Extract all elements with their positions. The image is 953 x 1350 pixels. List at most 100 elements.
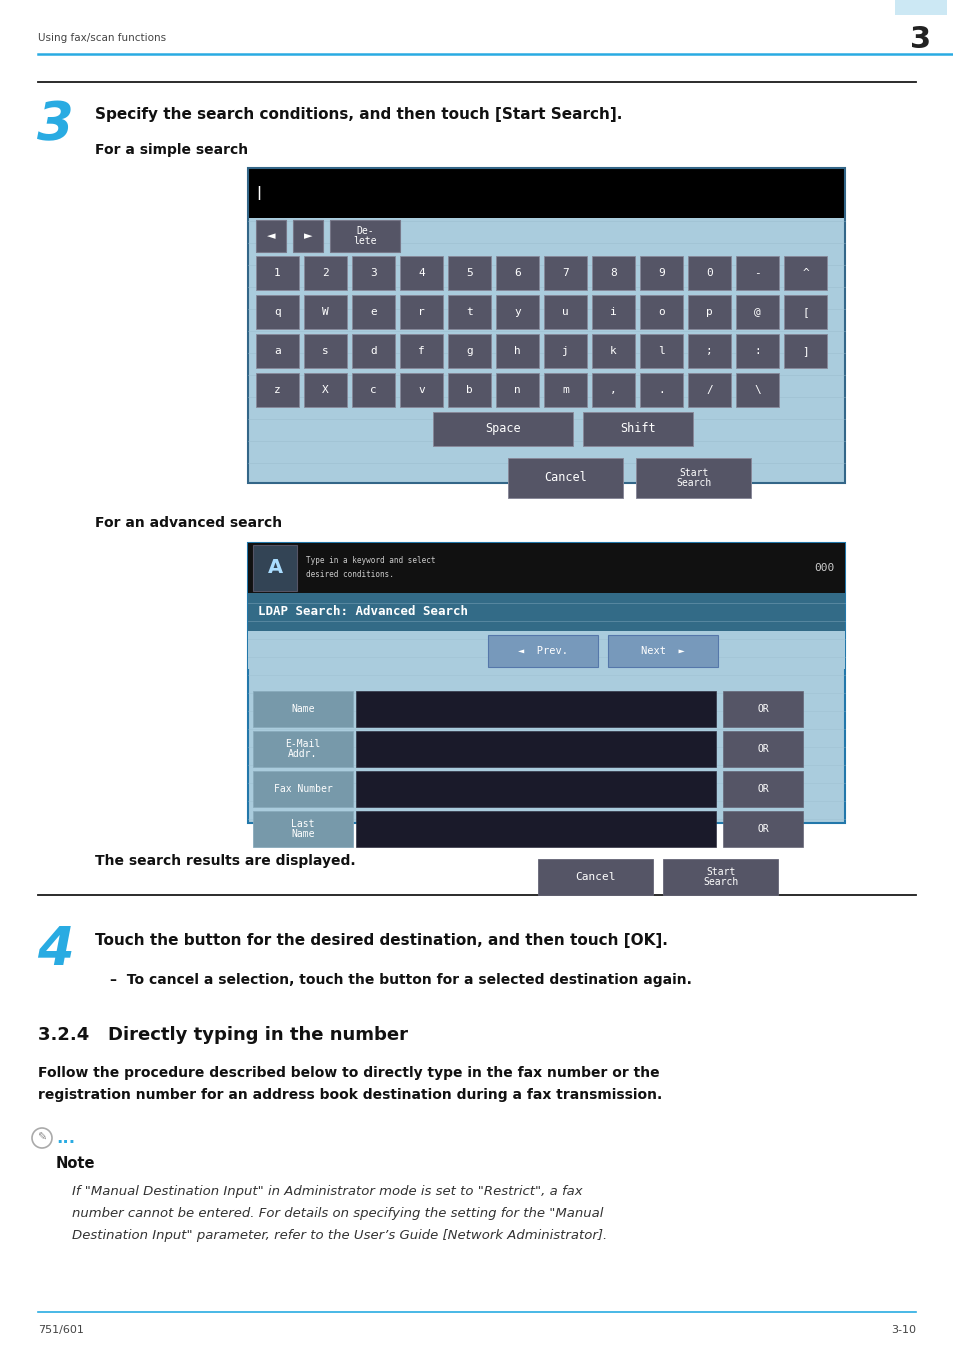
- Text: Follow the procedure described below to directly type in the fax number or the: Follow the procedure described below to …: [38, 1066, 659, 1080]
- Text: OR: OR: [757, 784, 768, 794]
- Bar: [433, 412, 573, 446]
- Bar: [352, 256, 395, 290]
- Text: X: X: [322, 385, 329, 396]
- Bar: [293, 220, 323, 252]
- Bar: [248, 593, 844, 630]
- Bar: [399, 373, 442, 406]
- Bar: [894, 0, 946, 15]
- Bar: [496, 333, 538, 369]
- Text: Shift: Shift: [619, 423, 655, 436]
- Bar: [496, 256, 538, 290]
- Text: Destination Input" parameter, refer to the User’s Guide [Network Administrator].: Destination Input" parameter, refer to t…: [71, 1228, 607, 1242]
- Text: d: d: [370, 346, 376, 356]
- Text: Next  ►: Next ►: [640, 647, 684, 656]
- Text: g: g: [466, 346, 473, 356]
- Text: Cancel: Cancel: [576, 872, 616, 882]
- Text: Start
Search: Start Search: [676, 467, 711, 489]
- Text: For an advanced search: For an advanced search: [95, 516, 282, 531]
- Bar: [248, 217, 844, 483]
- Text: -: -: [753, 269, 760, 278]
- Bar: [507, 458, 622, 498]
- Text: OR: OR: [757, 824, 768, 834]
- Bar: [253, 811, 353, 846]
- Bar: [639, 256, 682, 290]
- Text: ;: ;: [705, 346, 712, 356]
- Bar: [304, 256, 347, 290]
- Bar: [253, 730, 353, 767]
- Text: a: a: [274, 346, 280, 356]
- Bar: [355, 811, 716, 846]
- Text: 7: 7: [561, 269, 568, 278]
- Text: \: \: [753, 385, 760, 396]
- Bar: [582, 412, 692, 446]
- Text: 2: 2: [322, 269, 329, 278]
- Text: 5: 5: [466, 269, 473, 278]
- Bar: [304, 333, 347, 369]
- Bar: [255, 296, 298, 329]
- Bar: [448, 333, 491, 369]
- Text: Name: Name: [291, 703, 314, 714]
- Text: W: W: [322, 306, 329, 317]
- Bar: [352, 296, 395, 329]
- Text: ...: ...: [56, 1129, 75, 1148]
- Text: t: t: [466, 306, 473, 317]
- Bar: [448, 373, 491, 406]
- Text: ✎: ✎: [37, 1133, 47, 1143]
- Text: 3.2.4   Directly typing in the number: 3.2.4 Directly typing in the number: [38, 1026, 408, 1044]
- Text: z: z: [274, 385, 280, 396]
- Bar: [248, 543, 844, 824]
- Bar: [537, 859, 652, 895]
- Bar: [722, 730, 802, 767]
- Bar: [592, 333, 635, 369]
- Text: .: .: [658, 385, 664, 396]
- Text: e: e: [370, 306, 376, 317]
- Bar: [543, 256, 586, 290]
- Bar: [255, 373, 298, 406]
- Text: y: y: [514, 306, 520, 317]
- Text: 0: 0: [705, 269, 712, 278]
- Bar: [330, 220, 399, 252]
- Bar: [735, 256, 779, 290]
- Text: u: u: [561, 306, 568, 317]
- Text: 6: 6: [514, 269, 520, 278]
- Text: p: p: [705, 306, 712, 317]
- Bar: [592, 256, 635, 290]
- Bar: [783, 333, 826, 369]
- Bar: [687, 256, 730, 290]
- Bar: [687, 296, 730, 329]
- Text: ◄  Prev.: ◄ Prev.: [517, 647, 567, 656]
- Text: ◄: ◄: [267, 231, 275, 242]
- Text: v: v: [417, 385, 424, 396]
- Bar: [355, 691, 716, 728]
- Bar: [248, 167, 844, 217]
- Bar: [722, 691, 802, 728]
- Text: If "Manual Destination Input" in Administrator mode is set to "Restrict", a fax: If "Manual Destination Input" in Adminis…: [71, 1184, 582, 1197]
- Text: k: k: [610, 346, 617, 356]
- Text: ]: ]: [801, 346, 808, 356]
- Text: Start
Search: Start Search: [702, 867, 738, 887]
- Text: The search results are displayed.: The search results are displayed.: [95, 855, 355, 868]
- Bar: [722, 771, 802, 807]
- Text: h: h: [514, 346, 520, 356]
- Text: q: q: [274, 306, 280, 317]
- Text: 3: 3: [370, 269, 376, 278]
- Bar: [352, 333, 395, 369]
- Text: Type in a keyword and select: Type in a keyword and select: [306, 556, 435, 566]
- Text: b: b: [466, 385, 473, 396]
- Text: 3-10: 3-10: [890, 1324, 915, 1335]
- Text: Note: Note: [56, 1156, 95, 1170]
- Text: 8: 8: [610, 269, 617, 278]
- Text: ,: ,: [610, 385, 617, 396]
- Text: Last
Name: Last Name: [291, 818, 314, 840]
- Bar: [496, 373, 538, 406]
- Bar: [253, 691, 353, 728]
- Text: 9: 9: [658, 269, 664, 278]
- Text: LDAP Search: Advanced Search: LDAP Search: Advanced Search: [257, 606, 468, 618]
- Bar: [687, 373, 730, 406]
- Bar: [248, 543, 844, 593]
- Bar: [248, 167, 844, 483]
- Text: Space: Space: [485, 423, 520, 436]
- Text: Touch the button for the desired destination, and then touch [OK].: Touch the button for the desired destina…: [95, 933, 667, 948]
- Text: /: /: [705, 385, 712, 396]
- Text: Cancel: Cancel: [544, 471, 587, 485]
